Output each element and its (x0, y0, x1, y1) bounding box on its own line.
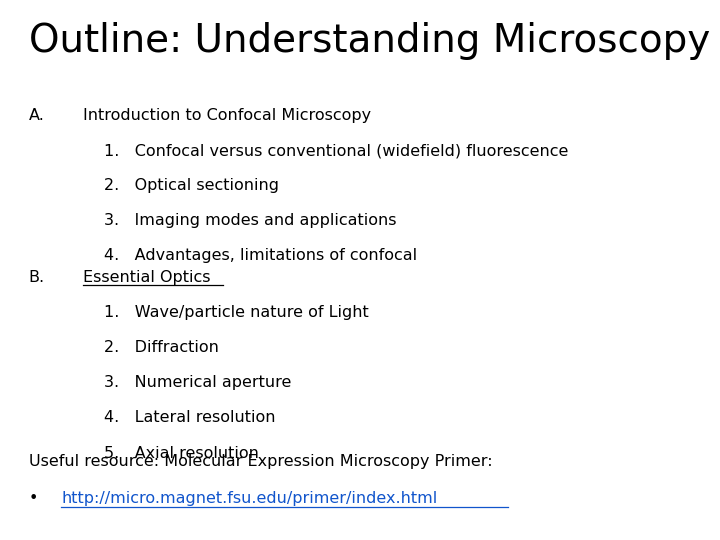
Text: 5.   Axial resolution: 5. Axial resolution (104, 446, 259, 461)
Text: Outline: Understanding Microscopy: Outline: Understanding Microscopy (29, 22, 710, 59)
Text: 2.   Optical sectioning: 2. Optical sectioning (104, 178, 279, 193)
Text: •: • (29, 491, 38, 507)
Text: Essential Optics: Essential Optics (83, 270, 210, 285)
Text: 4.   Lateral resolution: 4. Lateral resolution (104, 410, 276, 426)
Text: 1.   Confocal versus conventional (widefield) fluorescence: 1. Confocal versus conventional (widefie… (104, 143, 569, 158)
Text: Introduction to Confocal Microscopy: Introduction to Confocal Microscopy (83, 108, 371, 123)
Text: B.: B. (29, 270, 45, 285)
Text: 3.   Numerical aperture: 3. Numerical aperture (104, 375, 292, 390)
Text: 3.   Imaging modes and applications: 3. Imaging modes and applications (104, 213, 397, 228)
Text: 4.   Advantages, limitations of confocal: 4. Advantages, limitations of confocal (104, 248, 418, 264)
Text: 2.   Diffraction: 2. Diffraction (104, 340, 220, 355)
Text: A.: A. (29, 108, 45, 123)
Text: Useful resource: Molecular Expression Microscopy Primer:: Useful resource: Molecular Expression Mi… (29, 454, 492, 469)
Text: 1.   Wave/particle nature of Light: 1. Wave/particle nature of Light (104, 305, 369, 320)
Text: http://micro.magnet.fsu.edu/primer/index.html: http://micro.magnet.fsu.edu/primer/index… (61, 491, 438, 507)
